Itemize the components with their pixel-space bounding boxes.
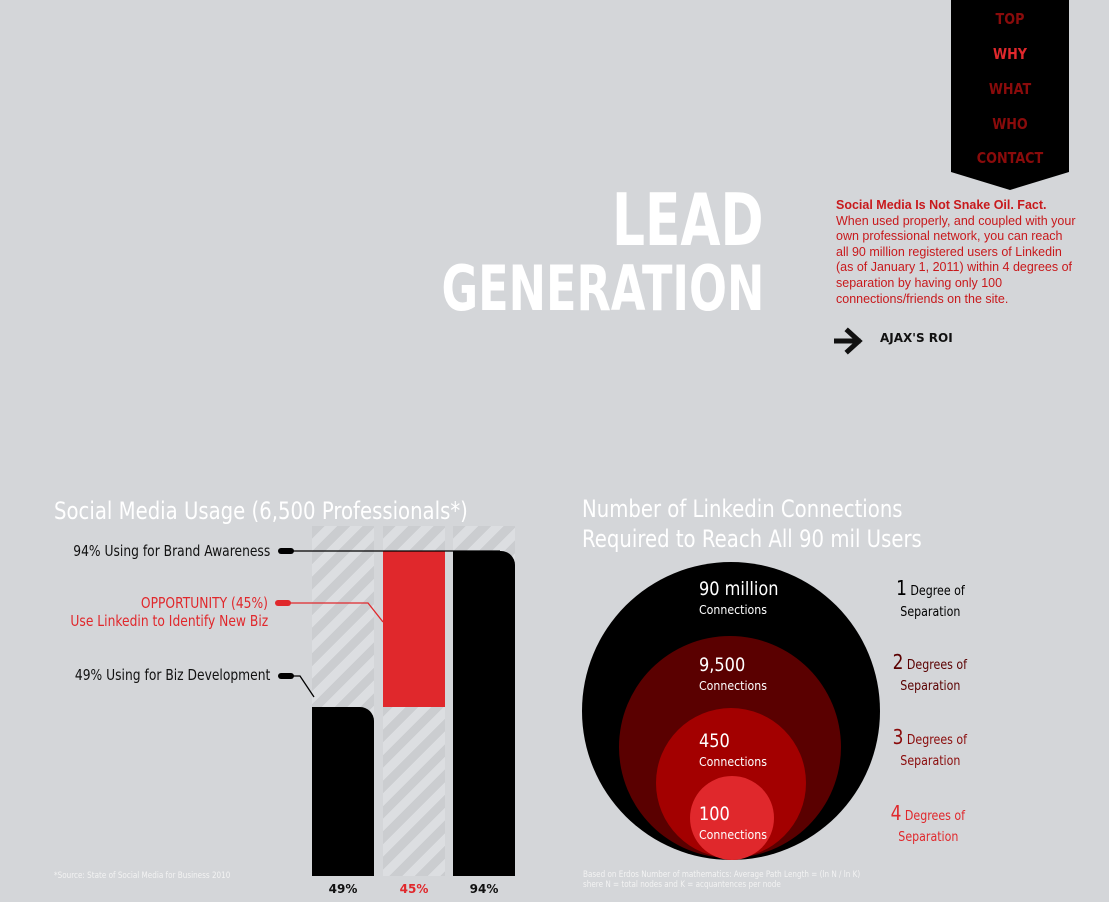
separation-text: Separation <box>899 605 961 620</box>
connections-chart-title-line1: Number of Linkedin Connections <box>582 495 903 523</box>
degree-label-1: 1 Degree of Separation <box>880 578 980 623</box>
degree-text: Degrees of <box>907 733 968 748</box>
ring-label-100: 100 Connections <box>699 803 776 843</box>
ring-label-450: 450 Connections <box>699 730 776 770</box>
nav-item-what[interactable]: WHAT <box>988 80 1032 98</box>
ring-unit: Connections <box>699 827 767 842</box>
connections-chart-title-line2: Required to Reach All 90 mil Users <box>582 525 922 553</box>
arrow-right-icon <box>834 327 863 355</box>
bar-brand <box>453 551 515 876</box>
bar-opportunity <box>383 551 445 707</box>
degree-label-4: 4 Degrees of Separation <box>878 803 978 848</box>
ring-value: 450 <box>699 730 730 752</box>
degree-label-3: 3 Degrees of Separation <box>880 727 980 772</box>
bizdev-callout-line <box>292 675 315 698</box>
ring-label-9500: 9,500 Connections <box>699 654 776 694</box>
opportunity-callout-line1: OPPORTUNITY (45%) <box>140 594 268 612</box>
degree-number: 1 <box>895 576 907 600</box>
bar-bizdev <box>312 706 374 876</box>
intro-heading: Social Media Is Not Snake Oil. Fact. <box>836 198 1047 212</box>
brand-callout: 94% Using for Brand Awareness <box>72 542 270 560</box>
degree-text: Degree of <box>909 584 965 599</box>
page-title-line1: LEAD <box>612 178 764 262</box>
degree-text: Degrees of <box>905 809 966 824</box>
ring-100 <box>690 776 774 860</box>
usage-footnote: *Source: State of Social Media for Busin… <box>54 871 231 881</box>
ring-unit: Connections <box>699 754 767 769</box>
page-title-line2: GENERATION <box>441 252 764 325</box>
bar-label-bizdev: 49% <box>328 882 358 896</box>
bar-label-opportunity: 45% <box>399 882 429 896</box>
separation-text: Separation <box>899 679 961 694</box>
opportunity-callout-dot <box>275 600 291 606</box>
degree-number: 3 <box>892 725 904 749</box>
bizdev-callout-dot <box>278 673 294 679</box>
degree-number: 2 <box>892 650 904 674</box>
degree-number: 4 <box>890 801 902 825</box>
ring-unit: Connections <box>699 678 767 693</box>
roi-link[interactable]: AJAX'S ROI <box>834 326 964 356</box>
nav-item-contact[interactable]: CONTACT <box>976 149 1044 167</box>
intro-text-block: Social Media Is Not Snake Oil. Fact. Whe… <box>836 198 1076 307</box>
nav-item-top[interactable]: TOP <box>995 10 1025 28</box>
ring-label-90-million: 90 million Connections <box>699 578 793 618</box>
separation-text: Separation <box>897 830 959 845</box>
intro-body: When used properly, and coupled with you… <box>836 213 1076 306</box>
connections-footnote-line1: Based on Erdos Number of mathematics: Av… <box>583 870 861 880</box>
degree-text: Degrees of <box>907 658 968 673</box>
ring-value: 9,500 <box>699 654 746 676</box>
brand-callout-dot <box>278 548 294 554</box>
bizdev-callout: 49% Using for Biz Development <box>74 666 270 684</box>
nav-banner: TOP WHY WHAT WHO CONTACT <box>951 0 1069 190</box>
connections-footnote-line2: shere N = total nodes and K = acquantenc… <box>583 880 781 890</box>
ring-unit: Connections <box>699 602 767 617</box>
ring-value: 90 million <box>699 578 779 600</box>
ring-value: 100 <box>699 803 730 825</box>
opportunity-callout-line2: Use Linkedin to Identify New Biz <box>70 612 268 630</box>
nav-item-why[interactable]: WHY <box>993 45 1027 63</box>
degree-label-2: 2 Degrees of Separation <box>880 652 980 697</box>
bar-label-brand: 94% <box>469 882 499 896</box>
separation-text: Separation <box>899 754 961 769</box>
roi-link-label: AJAX'S ROI <box>880 331 953 345</box>
usage-chart-title: Social Media Usage (6,500 Professionals*… <box>54 497 468 525</box>
nav-item-who[interactable]: WHO <box>992 115 1028 133</box>
